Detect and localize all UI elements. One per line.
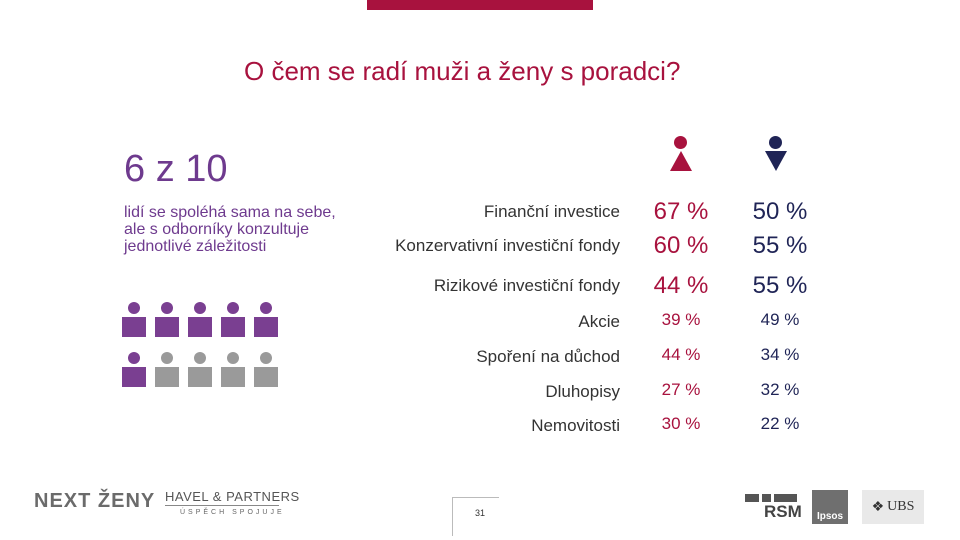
person-icon <box>155 302 179 337</box>
row-label: Rizikové investiční fondy <box>433 276 620 295</box>
ubs-keys-icon: ❖ <box>871 499 885 515</box>
person-icon <box>122 352 146 387</box>
value-women: 27 % <box>661 380 701 399</box>
value-men: 32 % <box>760 380 800 399</box>
row-label: Konzervativní investiční fondy <box>395 236 620 255</box>
logo-havel-tagline: ÚSPĚCH SPOJUJE <box>180 509 285 516</box>
value-men: 22 % <box>760 414 800 433</box>
page-number-frame <box>452 497 499 536</box>
headline-stat: 6 z 10 <box>124 148 228 190</box>
row-label: Dluhopisy <box>545 382 620 401</box>
value-women: 44 % <box>661 345 701 364</box>
logo-rsm: RSM <box>764 502 802 521</box>
stat-description: lidí se spoléhá sama na sebe, ale s odbo… <box>124 204 336 255</box>
slide-title: O čem se radí muži a ženy s poradci? <box>244 56 681 86</box>
person-icon <box>254 352 278 387</box>
logo-next-zeny: NEXT ŽENY <box>34 490 156 512</box>
logo-ipsos: Ipsos <box>812 490 848 524</box>
value-women: 44 % <box>653 272 709 299</box>
value-women: 30 % <box>661 414 701 433</box>
person-icon <box>254 302 278 337</box>
top-accent-bar <box>367 0 593 10</box>
person-icon <box>188 302 212 337</box>
person-icon <box>221 302 245 337</box>
row-label: Finanční investice <box>483 202 620 221</box>
person-icon <box>122 302 146 337</box>
row-label: Nemovitosti <box>531 416 620 435</box>
rsm-logo-bars <box>745 494 797 502</box>
row-label: Akcie <box>578 312 620 331</box>
value-men: 50 % <box>752 198 808 225</box>
value-men: 55 % <box>752 272 808 299</box>
value-men: 55 % <box>752 232 808 259</box>
woman-icon <box>669 136 693 176</box>
value-women: 67 % <box>653 198 709 225</box>
logo-divider <box>165 505 279 506</box>
value-men: 49 % <box>760 310 800 329</box>
people-pictogram <box>122 302 287 392</box>
value-women: 39 % <box>661 310 701 329</box>
person-icon <box>155 352 179 387</box>
person-icon <box>221 352 245 387</box>
value-men: 34 % <box>760 345 800 364</box>
person-icon <box>188 352 212 387</box>
man-icon <box>764 136 788 176</box>
logo-havel-partners: HAVEL & PARTNERS <box>165 489 300 504</box>
logo-ubs: ❖ UBS <box>862 490 924 524</box>
page-number: 31 <box>475 508 486 518</box>
row-label: Spoření na důchod <box>476 347 620 366</box>
value-women: 60 % <box>653 232 709 259</box>
